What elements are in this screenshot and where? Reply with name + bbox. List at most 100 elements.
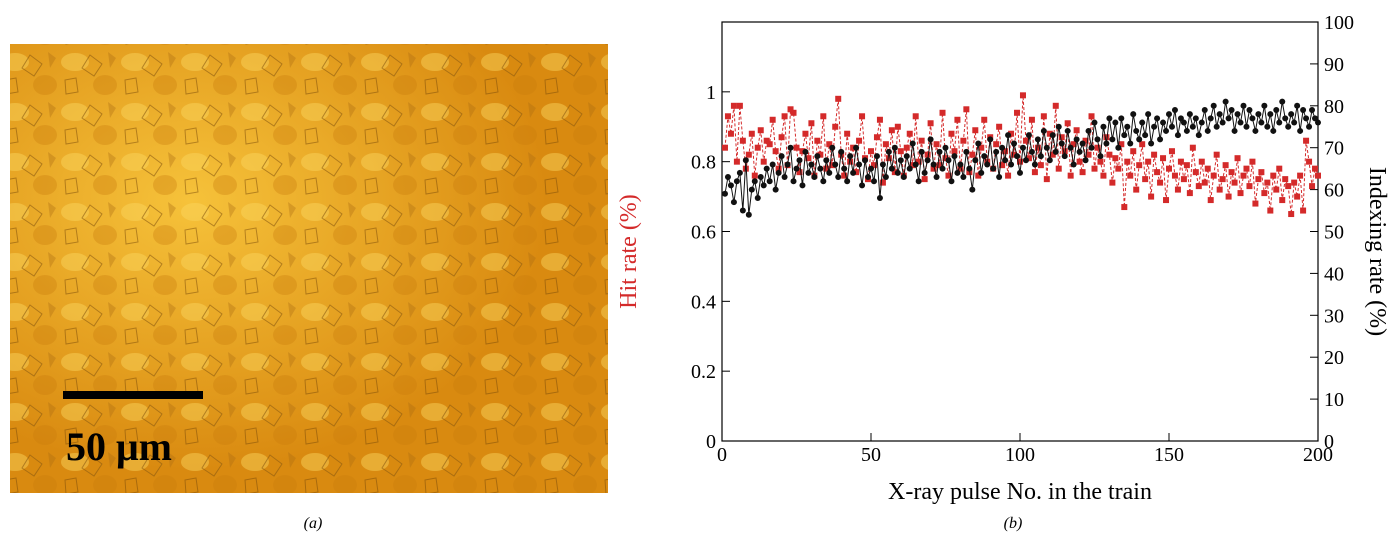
point bbox=[1011, 151, 1018, 158]
point bbox=[993, 141, 1000, 148]
point bbox=[996, 174, 1003, 181]
point bbox=[1192, 115, 1199, 122]
point bbox=[1034, 136, 1041, 143]
point bbox=[879, 179, 886, 186]
point bbox=[802, 130, 809, 137]
point bbox=[978, 144, 985, 151]
point bbox=[1136, 162, 1143, 169]
point bbox=[769, 161, 776, 168]
point bbox=[799, 182, 806, 189]
point bbox=[1264, 179, 1271, 186]
point bbox=[745, 211, 752, 218]
point bbox=[1303, 137, 1310, 144]
point bbox=[859, 182, 866, 189]
point bbox=[1222, 98, 1229, 105]
point bbox=[1046, 130, 1053, 137]
point bbox=[1002, 157, 1009, 164]
point bbox=[927, 136, 934, 143]
point bbox=[739, 137, 746, 144]
point bbox=[1270, 172, 1277, 179]
point bbox=[1198, 158, 1205, 165]
point bbox=[930, 161, 937, 168]
point bbox=[1237, 190, 1244, 197]
point bbox=[906, 165, 913, 172]
point bbox=[1079, 169, 1086, 176]
point bbox=[1097, 158, 1104, 165]
point bbox=[918, 137, 925, 144]
point bbox=[927, 120, 934, 127]
point bbox=[823, 165, 830, 172]
point bbox=[757, 174, 764, 181]
point bbox=[942, 144, 949, 151]
point bbox=[829, 144, 836, 151]
point bbox=[1082, 137, 1089, 144]
point bbox=[930, 165, 937, 172]
point bbox=[900, 174, 907, 181]
point bbox=[1261, 190, 1268, 197]
point bbox=[993, 148, 1000, 155]
point bbox=[1171, 172, 1178, 179]
point bbox=[1252, 200, 1259, 207]
point bbox=[1011, 140, 1018, 147]
point bbox=[1243, 165, 1250, 172]
point bbox=[736, 102, 743, 109]
point bbox=[921, 176, 928, 183]
point bbox=[990, 165, 997, 172]
point bbox=[1017, 158, 1023, 165]
point bbox=[778, 153, 785, 160]
point bbox=[1183, 162, 1190, 169]
point bbox=[1160, 119, 1167, 126]
point bbox=[1198, 119, 1205, 126]
point bbox=[1046, 157, 1053, 164]
point bbox=[999, 144, 1006, 151]
point bbox=[999, 162, 1006, 169]
point bbox=[1106, 115, 1113, 122]
point bbox=[1276, 119, 1283, 126]
point bbox=[1118, 115, 1125, 122]
point bbox=[1180, 176, 1187, 183]
point bbox=[969, 186, 976, 193]
point bbox=[906, 130, 913, 137]
y2-tick-label: 90 bbox=[1324, 54, 1344, 76]
point bbox=[1237, 119, 1244, 126]
point bbox=[1243, 123, 1250, 130]
point bbox=[1168, 148, 1175, 155]
point bbox=[1315, 172, 1321, 179]
point bbox=[1008, 161, 1015, 168]
point bbox=[1100, 123, 1107, 130]
point bbox=[1076, 158, 1083, 165]
point bbox=[748, 130, 755, 137]
y-tick-label: 0.4 bbox=[691, 291, 716, 313]
point bbox=[1005, 132, 1012, 139]
point bbox=[1115, 144, 1122, 151]
point bbox=[1091, 165, 1098, 172]
point bbox=[1097, 153, 1104, 160]
point bbox=[882, 141, 889, 148]
point bbox=[1043, 176, 1050, 183]
point bbox=[820, 113, 827, 120]
x-tick-label: 100 bbox=[1005, 444, 1035, 466]
x-axis-label: X-ray pulse No. in the train bbox=[888, 479, 1152, 505]
point bbox=[862, 157, 869, 164]
point bbox=[1058, 140, 1065, 147]
point bbox=[1055, 123, 1062, 130]
point bbox=[1213, 123, 1220, 130]
point bbox=[772, 148, 779, 155]
point bbox=[1207, 197, 1214, 204]
point bbox=[814, 137, 821, 144]
x-tick-label: 0 bbox=[717, 444, 727, 466]
point bbox=[924, 151, 931, 158]
point bbox=[1240, 172, 1247, 179]
point bbox=[1022, 157, 1029, 164]
point bbox=[891, 144, 898, 151]
point bbox=[1103, 134, 1110, 141]
point bbox=[787, 106, 794, 113]
point bbox=[960, 174, 967, 181]
point bbox=[1014, 153, 1021, 160]
point bbox=[1088, 113, 1095, 120]
point bbox=[876, 116, 883, 123]
point bbox=[1282, 115, 1289, 122]
point bbox=[721, 190, 728, 197]
point bbox=[1103, 140, 1110, 147]
point bbox=[1204, 165, 1211, 172]
